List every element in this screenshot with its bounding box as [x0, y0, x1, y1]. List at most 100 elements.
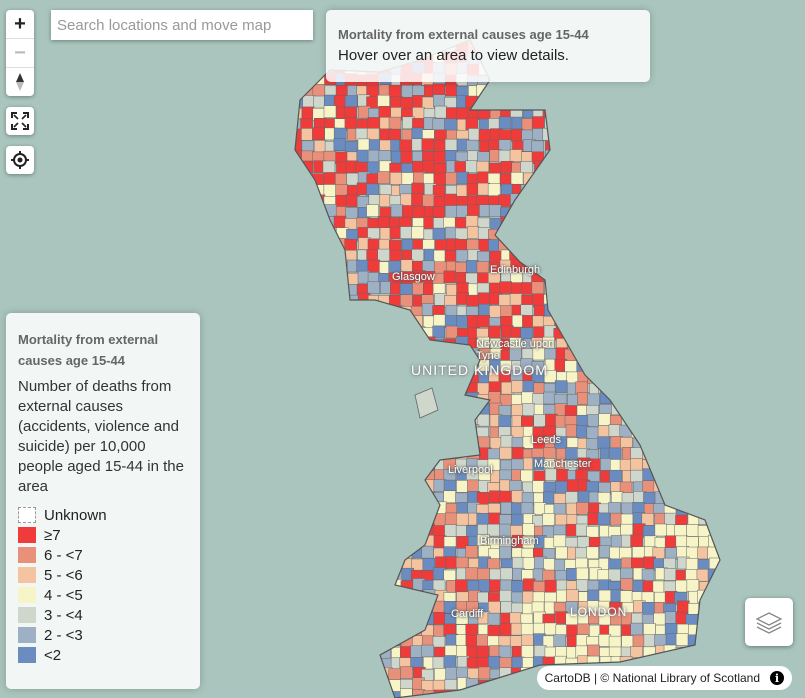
map-area[interactable] — [674, 326, 687, 340]
map-area[interactable] — [290, 657, 303, 671]
map-area[interactable] — [565, 491, 578, 504]
map-area[interactable] — [401, 337, 415, 350]
map-area[interactable] — [710, 369, 722, 382]
map-area[interactable] — [313, 52, 326, 65]
map-area[interactable] — [324, 525, 337, 539]
map-area[interactable] — [599, 151, 612, 165]
map-area[interactable] — [698, 30, 712, 42]
map-area[interactable] — [390, 338, 403, 352]
map-area[interactable] — [280, 261, 292, 273]
map-area[interactable] — [631, 359, 645, 373]
map-area[interactable] — [324, 359, 337, 372]
map-area[interactable] — [312, 404, 325, 418]
map-area[interactable] — [674, 392, 688, 406]
map-area[interactable] — [677, 61, 690, 74]
map-area[interactable] — [390, 481, 403, 494]
map-area[interactable] — [346, 634, 360, 648]
map-area[interactable] — [291, 272, 304, 286]
map-area[interactable] — [302, 227, 315, 241]
map-area[interactable] — [346, 435, 360, 449]
map-area[interactable] — [499, 589, 512, 603]
map-area[interactable] — [312, 339, 325, 352]
map-area[interactable] — [522, 238, 535, 251]
layers-button[interactable] — [745, 598, 793, 646]
map-area[interactable] — [545, 149, 558, 163]
map-area[interactable] — [687, 414, 701, 427]
map-area[interactable] — [302, 568, 316, 582]
map-area[interactable] — [619, 273, 633, 286]
map-area[interactable] — [290, 579, 303, 593]
map-area[interactable] — [566, 139, 579, 153]
map-area[interactable] — [301, 106, 315, 120]
map-area[interactable] — [357, 568, 370, 582]
map-area[interactable] — [455, 414, 468, 428]
map-area[interactable] — [322, 306, 336, 319]
map-area[interactable] — [575, 116, 589, 130]
map-area[interactable] — [643, 491, 656, 505]
map-area[interactable] — [511, 404, 524, 417]
map-area[interactable] — [281, 691, 293, 698]
map-area[interactable] — [312, 446, 325, 460]
map-area[interactable] — [718, 424, 731, 438]
map-area[interactable] — [609, 360, 622, 374]
map-area[interactable] — [333, 138, 347, 151]
map-area[interactable] — [291, 41, 304, 55]
map-area[interactable] — [608, 424, 622, 437]
map-area[interactable] — [576, 150, 589, 164]
map-area[interactable] — [643, 193, 656, 207]
map-area[interactable] — [663, 337, 677, 351]
map-area[interactable] — [445, 172, 458, 185]
map-area[interactable] — [446, 381, 459, 395]
map-area[interactable] — [290, 161, 303, 174]
map-area[interactable] — [576, 259, 590, 272]
zoom-out-button[interactable]: − — [6, 39, 34, 68]
map-area[interactable] — [555, 140, 569, 154]
map-area[interactable] — [696, 108, 709, 121]
map-area[interactable] — [522, 557, 536, 570]
map-area[interactable] — [323, 656, 337, 669]
map-area[interactable] — [654, 128, 667, 141]
map-area[interactable] — [358, 623, 371, 637]
map-area[interactable] — [489, 305, 502, 318]
map-area[interactable] — [368, 579, 382, 593]
map-area[interactable] — [641, 105, 655, 119]
map-area[interactable] — [620, 358, 633, 372]
map-area[interactable] — [336, 623, 349, 637]
map-area[interactable] — [290, 305, 302, 319]
map-area[interactable] — [643, 262, 657, 275]
map-area[interactable] — [687, 315, 700, 329]
map-area[interactable] — [356, 360, 370, 373]
map-area[interactable] — [652, 83, 666, 97]
map-area[interactable] — [663, 360, 677, 374]
map-area[interactable] — [597, 425, 611, 438]
map-area[interactable] — [553, 226, 567, 239]
map-area[interactable] — [674, 524, 687, 537]
map-area[interactable] — [609, 149, 623, 163]
map-area[interactable] — [290, 480, 303, 493]
map-area[interactable] — [599, 106, 612, 119]
map-area[interactable] — [721, 436, 733, 448]
map-area[interactable] — [687, 152, 700, 165]
map-area[interactable] — [291, 327, 303, 340]
map-area[interactable] — [423, 426, 436, 439]
map-area[interactable] — [443, 270, 457, 284]
map-area[interactable] — [477, 567, 490, 581]
map-area[interactable] — [677, 306, 690, 319]
map-area[interactable] — [586, 95, 599, 108]
map-area[interactable] — [698, 141, 711, 154]
map-area[interactable] — [488, 601, 501, 614]
map-area[interactable] — [685, 469, 699, 482]
map-area[interactable] — [302, 622, 316, 635]
map-area[interactable] — [686, 579, 700, 592]
map-area[interactable] — [545, 688, 558, 698]
map-area[interactable] — [718, 316, 731, 330]
map-area[interactable] — [663, 314, 677, 328]
map-area[interactable] — [599, 160, 612, 173]
map-area[interactable] — [454, 238, 468, 252]
map-area[interactable] — [696, 293, 709, 307]
map-area[interactable] — [434, 501, 448, 515]
map-area[interactable] — [642, 150, 655, 164]
map-area[interactable] — [312, 283, 326, 296]
map-area[interactable] — [322, 317, 335, 330]
map-area[interactable] — [302, 644, 315, 657]
